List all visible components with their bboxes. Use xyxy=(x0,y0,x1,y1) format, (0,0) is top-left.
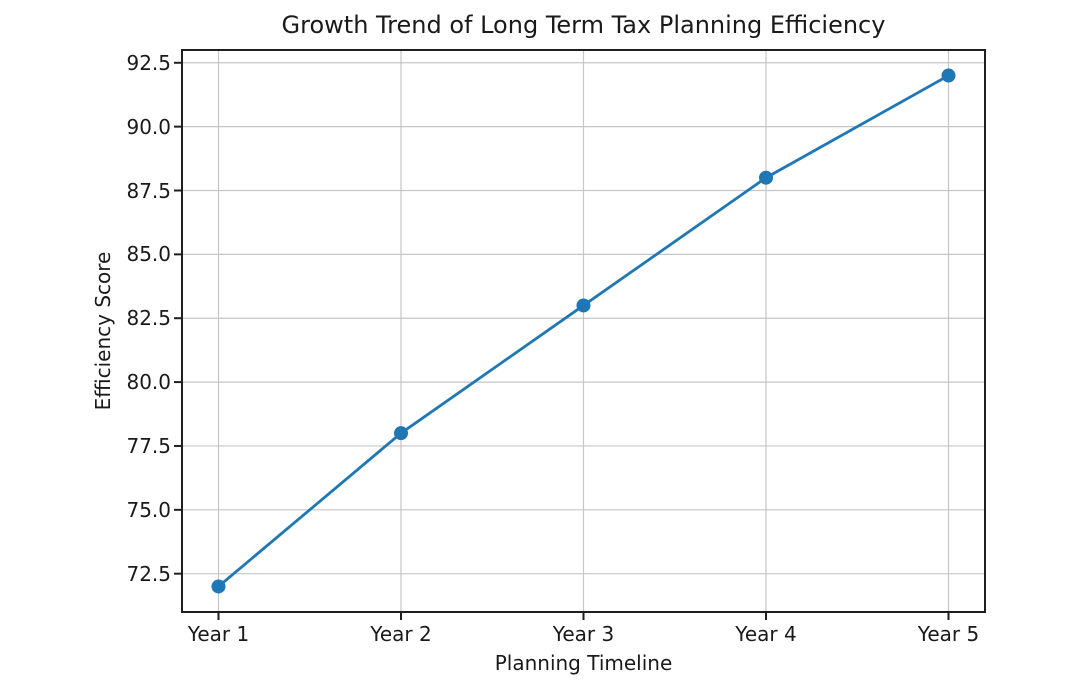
x-tick-label: Year 5 xyxy=(917,622,980,646)
y-tick-label: 80.0 xyxy=(126,370,171,395)
y-tick-label: 75.0 xyxy=(126,497,171,522)
x-axis-label: Planning Timeline xyxy=(494,651,673,675)
y-tick-label: 92.5 xyxy=(126,50,171,75)
data-point-marker xyxy=(576,298,591,313)
y-tick-label: 87.5 xyxy=(126,178,171,203)
x-tick-label: Year 2 xyxy=(370,622,432,646)
x-tick-label: Year 4 xyxy=(735,622,797,646)
data-point-marker xyxy=(941,68,956,83)
y-tick-label: 77.5 xyxy=(126,433,171,458)
y-axis-label: Efficiency Score xyxy=(91,251,115,411)
y-tick-label: 85.0 xyxy=(126,242,171,267)
x-tick-label: Year 1 xyxy=(187,622,250,646)
plot-border xyxy=(181,49,986,613)
y-tick-label: 72.5 xyxy=(126,561,171,586)
data-point-marker xyxy=(759,170,773,185)
x-tick-label: Year 3 xyxy=(552,622,615,646)
y-tick-label: 90.0 xyxy=(126,114,171,139)
data-point-marker xyxy=(211,579,226,594)
y-tick-label: 82.5 xyxy=(126,306,171,331)
chart-title: Growth Trend of Long Term Tax Planning E… xyxy=(281,11,886,39)
data-point-marker xyxy=(394,426,408,441)
